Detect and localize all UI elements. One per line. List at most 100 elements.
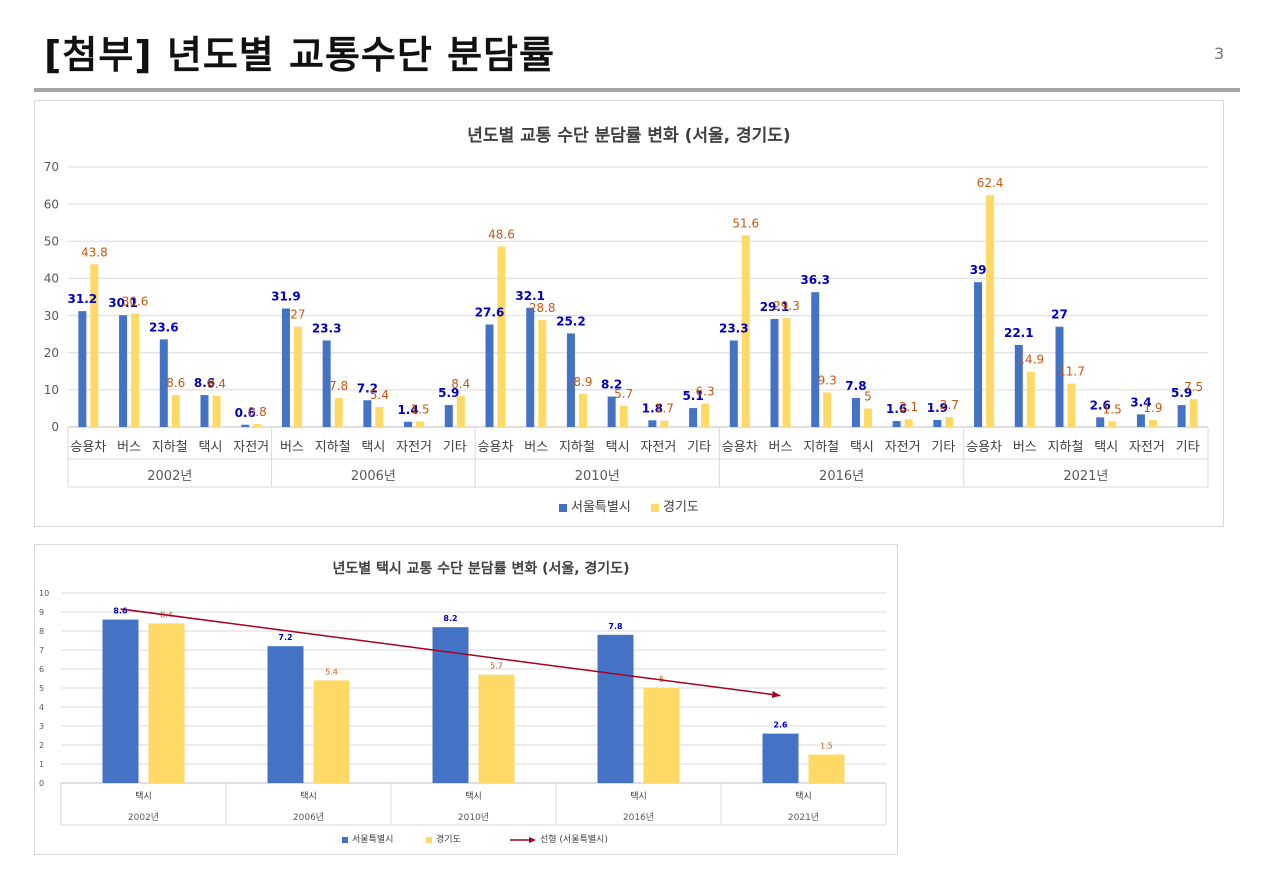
bar-seoul <box>281 308 290 427</box>
bar-gyeonggi <box>1108 421 1117 427</box>
bar-gyeonggi <box>904 419 913 427</box>
bar-seoul <box>851 398 860 427</box>
legend-label-seoul: 서울특별시 <box>571 500 631 515</box>
category-label: 지하철 <box>803 440 839 455</box>
bar-seoul <box>363 400 372 427</box>
data-label-seoul: 27.6 <box>475 305 505 319</box>
data-label-seoul: 36.3 <box>800 273 830 287</box>
bar-seoul <box>267 646 304 783</box>
bar-seoul <box>689 408 698 427</box>
bar-gyeonggi <box>823 392 832 427</box>
category-label: 자전거 <box>885 440 921 455</box>
data-label-gyeonggi: 5 <box>864 389 872 403</box>
data-label-seoul: 8.6 <box>194 376 215 390</box>
bar-gyeonggi <box>253 424 262 427</box>
category-label: 버스 <box>1013 440 1037 455</box>
bar-seoul <box>729 340 738 427</box>
group-label: 2006년 <box>351 469 396 484</box>
category-label: 자전거 <box>233 440 269 455</box>
category-label: 택시 <box>300 791 317 802</box>
data-label-seoul: 5.9 <box>438 386 459 400</box>
category-label: 택시 <box>1094 440 1118 455</box>
category-label: 택시 <box>361 440 385 455</box>
data-label-seoul: 7.2 <box>357 381 378 395</box>
data-label-seoul: 32.1 <box>515 289 545 303</box>
y-tick-label: 10 <box>44 383 59 397</box>
bar-seoul <box>1014 344 1023 427</box>
data-label-seoul: 1.4 <box>397 403 418 417</box>
data-label-gyeonggi: 8.9 <box>573 375 592 389</box>
bar-gyeonggi <box>782 318 791 427</box>
category-label: 기타 <box>443 440 467 455</box>
data-label-seoul: 5.9 <box>1171 386 1192 400</box>
bar-seoul <box>526 307 535 427</box>
bar-seoul <box>1096 417 1105 427</box>
category-label: 택시 <box>630 791 647 802</box>
data-label-seoul: 7.8 <box>845 379 866 393</box>
bar-seoul <box>78 311 87 427</box>
taxi-share-chart-panel: 년도별 택시 교통 수단 분담률 변화 (서울, 경기도) 0 1 2 3 4 5 6 7 8 9 1… <box>34 544 898 855</box>
y-tick-label: 2 <box>39 741 44 750</box>
bar-gyeonggi <box>1189 399 1198 427</box>
group-label: 2010년 <box>575 469 620 484</box>
category-label: 자전거 <box>640 440 676 455</box>
data-label-seoul: 23.3 <box>312 321 342 335</box>
category-label: 버스 <box>280 440 304 455</box>
data-label-gyeonggi: 8.6 <box>166 376 185 390</box>
bar-gyeonggi <box>578 393 587 427</box>
y-tick-label: 50 <box>44 234 59 248</box>
y-tick-label: 7 <box>39 646 44 655</box>
chart-title: 년도별 교통 수단 분담률 변화 (서울, 경기도) <box>467 126 790 146</box>
legend-swatch-gyeonggi <box>651 504 659 512</box>
group-label: 2006년 <box>293 812 324 823</box>
data-label-gyeonggi: 48.6 <box>488 227 515 241</box>
group-label: 2002년 <box>147 469 192 484</box>
data-label-gyeonggi: 30.6 <box>122 294 149 308</box>
data-label-seoul: 27 <box>1051 308 1068 322</box>
data-label-gyeonggi: 43.8 <box>81 245 108 259</box>
data-label-seoul: 29.1 <box>760 300 790 314</box>
legend-swatch-gyeonggi <box>426 837 432 843</box>
bar-gyeonggi <box>1148 419 1157 427</box>
modal-share-chart-panel: 년도별 교통 수단 분담률 변화 (서울, 경기도) 0 10 20 30 40 50 60 7… <box>34 100 1224 527</box>
data-label-gyeonggi: 29.3 <box>773 299 800 313</box>
bar-gyeonggi <box>131 313 140 427</box>
bar-seoul <box>102 619 139 783</box>
data-label-gyeonggi: 9.3 <box>818 373 837 387</box>
data-label-gyeonggi: 11.7 <box>1058 365 1085 379</box>
data-label-gyeonggi: 5.4 <box>370 388 389 402</box>
bar-seoul <box>200 395 209 427</box>
data-label-seoul: 22.1 <box>1004 326 1034 340</box>
bar-gyeonggi <box>1067 383 1076 427</box>
bar-seoul <box>1177 405 1186 427</box>
data-label-seoul: 8.2 <box>443 614 457 623</box>
data-label-seoul: 30.1 <box>108 296 138 310</box>
y-tick-label: 5 <box>39 684 44 693</box>
page-number: 3 <box>1214 44 1225 63</box>
bar-seoul <box>1055 326 1064 427</box>
bar-gyeonggi <box>90 264 99 427</box>
data-label-gyeonggi: 27 <box>290 308 305 322</box>
bar-gyeonggi <box>334 398 343 427</box>
data-label-gyeonggi: 0.8 <box>248 405 267 419</box>
bar-seoul <box>597 634 634 783</box>
category-label: 택시 <box>850 440 874 455</box>
data-label-gyeonggi: 5.4 <box>325 667 338 676</box>
data-label-gyeonggi: 7.5 <box>1184 380 1203 394</box>
data-label-seoul: 8.6 <box>113 607 128 616</box>
data-label-gyeonggi: 1.5 <box>820 742 833 751</box>
y-tick-label: 0 <box>39 779 44 788</box>
data-label-seoul: 7.2 <box>278 633 292 642</box>
category-label: 지하철 <box>1048 440 1084 455</box>
y-tick-label: 8 <box>39 627 44 636</box>
data-label-seoul: 1.8 <box>642 401 663 415</box>
data-label-seoul: 23.3 <box>719 321 749 335</box>
category-label: 택시 <box>465 791 482 802</box>
category-label: 택시 <box>795 791 812 802</box>
bar-gyeonggi <box>619 405 628 427</box>
category-label: 기타 <box>687 440 711 455</box>
data-label-gyeonggi: 8.4 <box>207 377 226 391</box>
taxi-share-chart: 년도별 택시 교통 수단 분담률 변화 (서울, 경기도) 0 1 2 3 4 5 6 7 8 9 1… <box>39 560 887 845</box>
legend-label-gyeonggi: 경기도 <box>436 833 461 845</box>
page-title: [첨부] 년도별 교통수단 분담률 <box>44 33 555 77</box>
